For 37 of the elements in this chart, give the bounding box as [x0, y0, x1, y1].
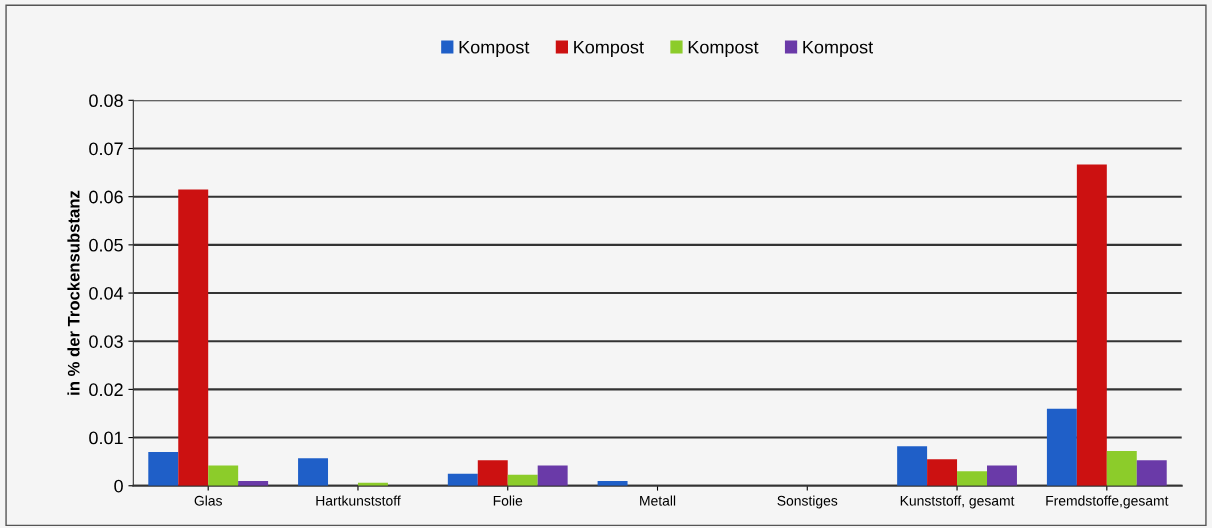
bar [927, 459, 958, 486]
x-tick-label: Glas [194, 495, 222, 506]
bar [148, 452, 179, 486]
bar [208, 465, 239, 486]
y-tick-label: 0.07 [89, 142, 123, 156]
legend-label: Kompost [803, 40, 873, 58]
y-tick-label: 0.04 [89, 286, 124, 300]
y-axis-title: in % der Trockensubstanz [67, 190, 80, 395]
bar [1136, 460, 1167, 486]
bar [897, 446, 928, 486]
x-tick-label: Folie [493, 495, 523, 506]
bar [1106, 451, 1137, 486]
y-tick-label: 0.01 [89, 431, 123, 445]
y-tick-label: 0.03 [89, 335, 123, 348]
bar [178, 189, 209, 486]
x-tick-label: Metall [640, 495, 676, 506]
x-tick-label: Kunststoff, gesamt [900, 495, 1015, 509]
x-tick-label: Hartkunststoff [316, 495, 401, 506]
bar [537, 465, 568, 486]
bar [477, 460, 508, 486]
y-tick-label: 0 [114, 479, 123, 493]
y-tick-label: 0.05 [89, 238, 123, 252]
bar [1076, 164, 1107, 486]
bar [957, 471, 987, 486]
x-tick-label: Fremdstoffe,gesamt [1046, 495, 1169, 509]
y-tick-label: 0.02 [89, 383, 123, 397]
y-tick-label: 0.06 [89, 190, 123, 204]
bar [1046, 408, 1077, 486]
bar [447, 473, 478, 486]
legend-label: Kompost [574, 40, 644, 58]
legend-label: Kompost [459, 40, 530, 58]
bar [507, 474, 538, 486]
x-tick-label: Sonstiges [777, 495, 838, 509]
y-tick-label: 0.08 [89, 94, 123, 108]
bar [987, 465, 1017, 486]
bar [298, 458, 329, 486]
legend-label: Kompost [688, 40, 759, 58]
